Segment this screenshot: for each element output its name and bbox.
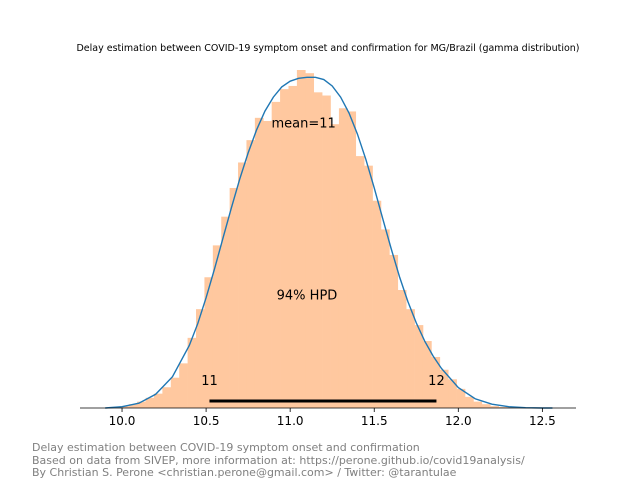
histogram-bar bbox=[313, 92, 323, 409]
x-tick-label: 10.0 bbox=[109, 414, 136, 428]
mean-annotation: mean=11 bbox=[271, 116, 335, 131]
histogram-bar bbox=[448, 379, 457, 408]
x-tick-label: 11.0 bbox=[277, 414, 304, 428]
histogram-bar bbox=[372, 200, 382, 408]
histogram-bar bbox=[162, 387, 172, 408]
histogram-bar bbox=[229, 187, 239, 408]
histogram-bar bbox=[481, 404, 491, 408]
histogram-bar bbox=[406, 309, 415, 408]
histogram-bar bbox=[204, 277, 214, 408]
x-tick-label: 10.5 bbox=[193, 414, 220, 428]
footer-line-author: By Christian S. Perone <christian.perone… bbox=[32, 466, 457, 479]
histogram-bar bbox=[254, 117, 264, 408]
x-tick-label: 12.0 bbox=[445, 414, 472, 428]
footer-credits: Delay estimation between COVID-19 sympto… bbox=[32, 441, 525, 480]
histogram-bar bbox=[347, 111, 357, 409]
footer-line-description: Delay estimation between COVID-19 sympto… bbox=[32, 441, 420, 454]
histogram-bar bbox=[221, 216, 230, 408]
histogram-bar bbox=[364, 165, 373, 408]
x-axis-ticks: 10.0 10.5 11.0 11.5 12.0 12.5 bbox=[109, 408, 556, 428]
histogram-bar bbox=[271, 101, 281, 409]
histogram-bar bbox=[246, 140, 256, 408]
histogram-bar bbox=[280, 89, 289, 408]
histogram-bar bbox=[305, 73, 315, 408]
histogram-bar bbox=[389, 254, 399, 408]
kde-curve bbox=[105, 76, 553, 409]
histogram-bar bbox=[355, 156, 365, 408]
histogram-bar bbox=[153, 393, 163, 408]
histogram-bar bbox=[380, 229, 390, 408]
histogram-bar bbox=[431, 356, 441, 408]
chart-title: Delay estimation between COVID-19 sympto… bbox=[76, 43, 579, 54]
histogram-bar bbox=[196, 309, 205, 408]
histogram-bar bbox=[322, 95, 331, 409]
hpd-high-label: 12 bbox=[428, 374, 445, 389]
histogram-bar bbox=[238, 162, 247, 408]
histogram-bar bbox=[422, 341, 432, 408]
hpd-annotation: 94% HPD bbox=[277, 289, 338, 304]
histogram-bar bbox=[212, 245, 222, 408]
histogram-bar bbox=[120, 406, 130, 408]
x-tick-label: 12.5 bbox=[529, 414, 556, 428]
histogram-bar bbox=[414, 325, 424, 408]
histogram-bar bbox=[397, 290, 407, 408]
histogram-bar bbox=[170, 377, 180, 408]
histogram-bar bbox=[263, 121, 272, 409]
histogram-bar bbox=[145, 397, 155, 408]
hpd-low-label: 11 bbox=[201, 374, 218, 389]
histogram-bar bbox=[128, 404, 138, 408]
histogram-bar bbox=[439, 369, 449, 408]
histogram-bar bbox=[288, 85, 298, 409]
histogram-bar bbox=[296, 70, 306, 408]
histogram-bar bbox=[179, 363, 188, 408]
histogram-bar bbox=[473, 401, 483, 408]
histogram-bar bbox=[456, 388, 466, 408]
histogram-bar bbox=[490, 406, 499, 408]
histogram bbox=[111, 70, 541, 409]
histogram-bar bbox=[137, 401, 146, 408]
x-tick-label: 11.5 bbox=[361, 414, 388, 428]
histogram-bar bbox=[465, 396, 474, 408]
histogram-bar bbox=[330, 124, 340, 408]
histogram-bar bbox=[187, 337, 197, 408]
histogram-bar bbox=[338, 108, 348, 408]
footer-line-source: Based on data from SIVEP, more informati… bbox=[32, 453, 525, 467]
histogram-bar bbox=[498, 407, 508, 408]
